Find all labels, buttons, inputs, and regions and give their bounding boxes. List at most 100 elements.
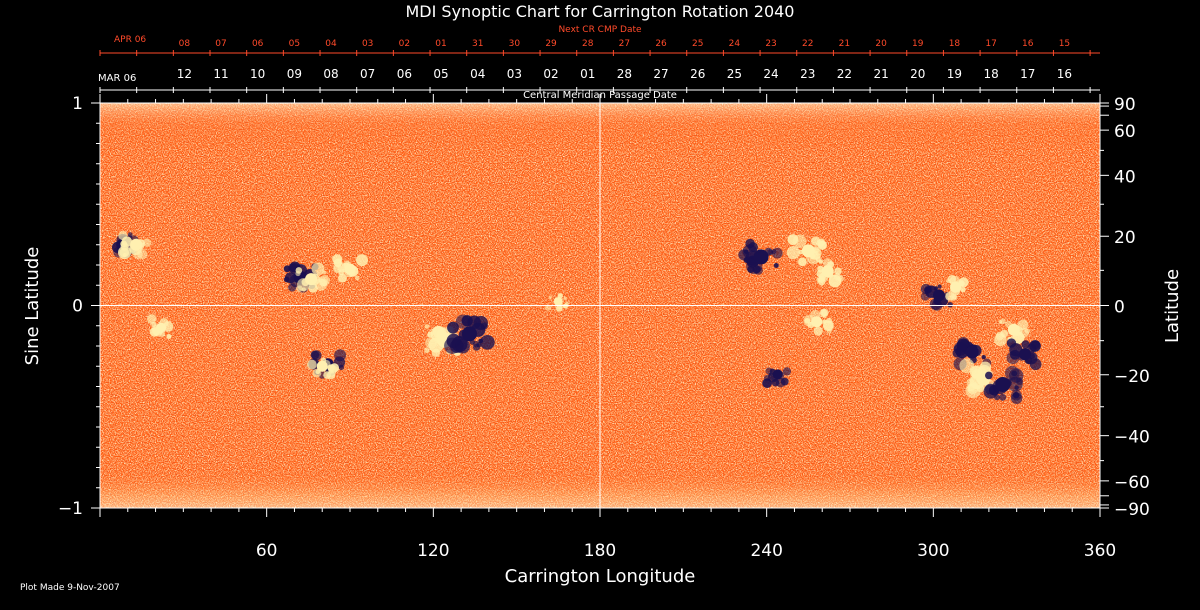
region-blob [166, 333, 172, 339]
region-blob [338, 273, 347, 283]
date-label: 18 [983, 67, 998, 81]
active-region-negative [1006, 338, 1042, 371]
region-blob [981, 354, 986, 360]
region-blob [563, 296, 567, 301]
region-blob [142, 238, 152, 248]
region-blob [995, 331, 1005, 341]
active-regions [111, 230, 1042, 405]
region-blob [925, 285, 933, 293]
date-label: 07 [360, 67, 375, 81]
region-core [932, 289, 945, 302]
region-blob [424, 347, 430, 353]
chart-title: MDI Synoptic Chart for Carrington Rotati… [406, 2, 795, 21]
region-blob [834, 267, 842, 275]
region-blob [472, 343, 481, 351]
region-blob [999, 393, 1007, 401]
right-axis-label: Latitude [1162, 269, 1183, 343]
region-blob [1010, 392, 1023, 405]
active-region-positive [295, 262, 330, 293]
region-blob [306, 359, 317, 370]
left-tick-label: −1 [58, 499, 83, 519]
region-core [965, 345, 979, 359]
region-blob [1024, 328, 1031, 334]
region-core [1019, 348, 1031, 361]
right-tick-label: −40 [1114, 428, 1150, 448]
date-label: 02 [543, 67, 558, 81]
x-axis: 60 120 180 240 300 360 [99, 94, 1116, 561]
region-blob [333, 264, 342, 273]
region-core [1007, 323, 1020, 336]
region-core [995, 376, 1011, 392]
date-label: 04 [470, 67, 485, 81]
date-label: 25 [692, 39, 703, 49]
right-tick-label: −20 [1114, 367, 1150, 387]
active-region-positive [786, 234, 827, 267]
next-month-label: APR 06 [114, 35, 146, 45]
date-label: 29 [545, 39, 557, 49]
region-core [753, 249, 769, 265]
region-blob [424, 324, 430, 329]
x-tick-label: 60 [256, 541, 278, 561]
region-blob [328, 364, 337, 374]
left-tick-label: 1 [72, 94, 83, 114]
date-label: 23 [765, 39, 776, 49]
date-label: 24 [763, 67, 778, 81]
region-blob [355, 254, 369, 267]
date-label: 08 [179, 39, 191, 49]
region-blob [826, 317, 833, 324]
date-label: 15 [1059, 39, 1070, 49]
region-blob [480, 334, 495, 350]
active-region-negative [444, 314, 495, 354]
right-tick-label: 40 [1114, 167, 1136, 187]
region-core [461, 326, 477, 342]
date-label: 28 [582, 39, 594, 49]
region-core [316, 360, 328, 372]
region-core [811, 316, 823, 328]
region-blob [837, 275, 844, 282]
region-blob [288, 283, 297, 292]
region-blob [284, 272, 296, 284]
date-label: 31 [472, 39, 483, 49]
date-label: 01 [435, 39, 446, 49]
left-axis-label: Sine Latitude [22, 247, 43, 366]
cmp-date-scale: 12 11 10 09 08 07 06 05 04 03 02 01 28 27 26 25 24 23 22 21… [99, 67, 1100, 93]
date-label: 06 [397, 67, 412, 81]
region-blob [822, 319, 827, 325]
date-label: 20 [910, 67, 925, 81]
region-blob [798, 257, 807, 267]
region-core [821, 265, 834, 278]
region-blob [545, 304, 552, 311]
region-blob [1014, 385, 1019, 390]
date-label: 24 [729, 39, 741, 49]
date-label: 19 [947, 67, 962, 81]
x-tick-label: 240 [750, 541, 782, 561]
region-blob [431, 348, 441, 357]
region-blob [947, 302, 953, 308]
region-core [950, 281, 962, 293]
region-blob [742, 244, 758, 259]
date-label: 26 [690, 67, 705, 81]
region-blob [322, 270, 327, 275]
date-label: 01 [580, 67, 595, 81]
region-blob [332, 254, 343, 265]
region-blob [455, 314, 470, 329]
left-axis: 1 0 −1 [58, 94, 100, 519]
right-tick-label: 90 [1114, 95, 1136, 115]
right-tick-label: −90 [1114, 500, 1150, 520]
date-label: 19 [912, 39, 924, 49]
region-blob [813, 326, 823, 336]
date-label: 09 [287, 67, 302, 81]
region-blob [319, 278, 328, 287]
region-blob [133, 249, 143, 259]
region-blob [557, 293, 563, 299]
region-blob [425, 336, 438, 349]
region-blob [127, 232, 133, 237]
date-label: 10 [250, 67, 265, 81]
date-label: 21 [873, 67, 888, 81]
region-blob [301, 287, 307, 292]
region-blob [984, 383, 996, 395]
region-blob [773, 262, 779, 268]
date-label: 17 [1020, 67, 1035, 81]
date-label: 04 [325, 39, 337, 49]
date-label: 11 [213, 67, 228, 81]
